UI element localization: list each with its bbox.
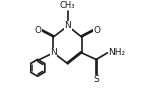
- Text: N: N: [64, 22, 71, 30]
- Text: O: O: [93, 26, 100, 35]
- Text: CH₃: CH₃: [60, 1, 76, 10]
- Text: S: S: [93, 75, 99, 84]
- Text: O: O: [35, 26, 42, 35]
- Text: N: N: [50, 48, 57, 57]
- Text: NH₂: NH₂: [108, 48, 125, 57]
